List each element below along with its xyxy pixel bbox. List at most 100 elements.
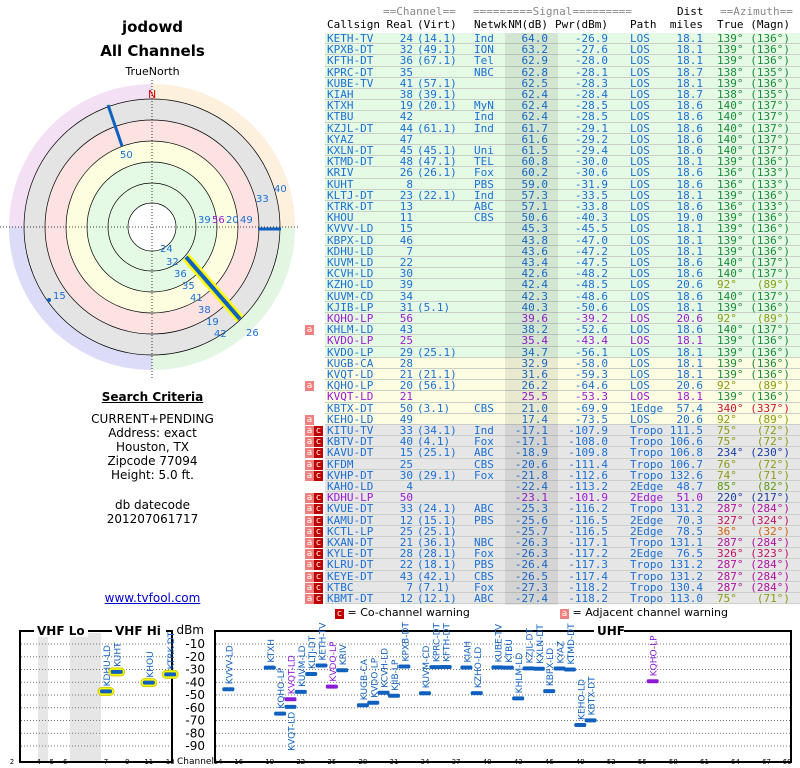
table-row[interactable]: KZJL-DT 44 (61.1) Ind 61.7 -29.1 LOS 18.6 140° (1… <box>325 121 800 135</box>
azimuth-true-cell: 74° <box>717 468 737 482</box>
path-cell: LOS <box>630 222 650 236</box>
table-row[interactable]: KQHO-LP 56 39.6 -39.2 LOS 20.6 92° (89°) <box>325 313 800 325</box>
network-cell: Fox <box>474 580 494 594</box>
table-row[interactable]: KVQT-LD 21 25.5 -53.3 LOS 18.1 139° (136°) <box>325 391 800 403</box>
search-criteria-title: Search Criteria <box>101 390 204 404</box>
azimuth-magnetic-cell: (136°) <box>750 155 790 169</box>
column-header: Path <box>630 18 657 31</box>
table-row[interactable]: KRIV 26 (26.1) Fox 60.2 -30.6 LOS 18.6 136° (133°… <box>325 167 800 179</box>
table-row[interactable]: KVHP-DT 30 (29.1) Fox -21.8 -112.6 Tropo 132.6 7… <box>325 468 800 482</box>
noise-margin-cell: -26.3 <box>514 536 548 549</box>
table-row[interactable]: KUVM-LD 22 43.4 -47.5 LOS 18.6 140° (137°) <box>325 257 800 269</box>
azimuth-magnetic-cell: (136°) <box>750 368 790 381</box>
co-channel-warning-badge: c <box>314 571 323 582</box>
table-row[interactable]: KUBE-TV 41 (57.1) 62.5 -28.3 LOS 18.1 139° (136°… <box>325 77 800 89</box>
x-tick-label: 37 <box>452 758 461 766</box>
y-tick-label: -50 <box>185 688 205 702</box>
table-row[interactable]: KZHO-LD 39 42.4 -48.5 LOS 20.6 92° (89°) <box>325 278 800 292</box>
table-row[interactable]: KJIB-LP 31 (5.1) 40.3 -50.6 LOS 18.1 139° (136°) <box>325 300 800 314</box>
table-row[interactable]: KIAH 38 (39.1) 62.4 -28.4 LOS 18.7 138° (135°) <box>325 88 800 101</box>
power-cell: -29.4 <box>574 144 608 157</box>
table-row[interactable]: KFTH-DT 36 (67.1) Tel 62.9 -28.0 LOS 18.1 139° (1… <box>325 55 800 67</box>
table-row[interactable]: KVUE-DT 33 (24.1) ABC -25.3 -116.2 Tropo 131.2 2… <box>325 502 800 516</box>
virtual-channel-cell: (47.1) <box>417 155 457 169</box>
path-cell: LOS <box>630 345 650 359</box>
table-row[interactable]: KTRK-DT 13 ABC 57.1 -33.8 LOS 18.6 136° (133°) <box>325 201 800 213</box>
table-row[interactable]: KVQT-LD 21 (21.1) 31.6 -59.3 LOS 18.1 139° (136°… <box>325 368 800 381</box>
x-tick-label: 49 <box>576 758 585 766</box>
table-row[interactable]: KBTV-DT 40 (4.1) Fox -17.1 -108.0 Tropo 106.6 75… <box>325 435 800 449</box>
table-row[interactable]: KFDM 25 CBS -20.6 -111.4 Tropo 106.7 76° (72°) <box>325 457 800 471</box>
distance-cell: 18.1 <box>676 300 704 314</box>
table-row[interactable]: KDHU-LD 7 43.6 -47.2 LOS 18.1 139° (136°) <box>325 245 800 257</box>
distance-cell: 106.7 <box>669 457 703 471</box>
network-cell: Ind <box>474 32 494 45</box>
table-row[interactable]: KUVM-CD 34 42.3 -48.6 LOS 18.6 140° (137°) <box>325 289 800 303</box>
power-cell: -30.0 <box>574 155 608 169</box>
table-row[interactable]: KYAZ 47 61.6 -29.2 LOS 18.6 140° (137°) <box>325 132 800 146</box>
table-row[interactable]: KXAN-DT 21 (36.1) NBC -26.3 -117.1 Tropo 131.1 2… <box>325 536 800 549</box>
azimuth-true-cell: 139° <box>717 233 744 247</box>
table-row[interactable]: KUGB-CA 28 32.9 -58.0 LOS 18.1 139° (136°) <box>325 357 800 369</box>
distance-cell: 106.6 <box>669 435 703 449</box>
signal-marker <box>553 666 566 671</box>
virtual-channel-cell: (24.1) <box>417 502 457 516</box>
table-row[interactable]: KITU-TV 33 (34.1) Ind -17.1 -107.9 Tropo 111.5 7… <box>325 425 800 437</box>
callsign-cell: KDHU-LP <box>327 491 374 505</box>
power-cell: -50.6 <box>574 300 608 314</box>
table-row[interactable]: KAMU-DT 12 (15.1) PBS -25.6 -116.5 2Edge 70.3 32… <box>325 514 800 526</box>
table-row[interactable]: KQHO-LP 20 (56.1) 26.2 -64.6 LOS 20.6 92° (89°) <box>325 380 800 392</box>
co-channel-warning-badge: c <box>314 560 323 571</box>
table-row[interactable]: KEHO-LD 49 17.4 -73.5 LOS 20.6 92° (89°) <box>325 413 800 425</box>
table-row[interactable]: KUHT 8 PBS 59.0 -31.9 LOS 18.6 136° (133°) <box>325 178 800 190</box>
noise-margin-cell: 42.3 <box>521 289 549 303</box>
network-cell: Fox <box>474 547 494 561</box>
table-row[interactable]: KPRC-DT 35 NBC 62.8 -28.1 LOS 18.7 138° (135°) <box>325 66 800 78</box>
table-row[interactable]: KTBU 42 Ind 62.4 -28.5 LOS 18.6 140° (137°) <box>325 111 800 123</box>
column-header: miles <box>669 18 703 31</box>
polar-label: 39 <box>198 215 211 226</box>
table-row[interactable]: KTMD-DT 48 (47.1) TEL 60.8 -30.0 LOS 18.1 139° (1… <box>325 155 800 169</box>
table-row[interactable]: KCTL-LP 25 (25.1) -25.7 -116.5 2Edge 78.5 36° (3… <box>325 525 800 537</box>
real-channel-cell: 43 <box>399 569 413 583</box>
table-row[interactable]: KDHU-LP 50 -23.1 -101.9 2Edge 51.0 220° (217°) <box>325 491 800 505</box>
tvfool-link[interactable]: www.tvfool.com <box>104 591 201 605</box>
table-row[interactable]: KETH-TV 24 (14.1) Ind 64.0 -26.9 LOS 18.1 139° (1… <box>325 32 800 45</box>
table-row[interactable]: KTXH 19 (20.1) MyN 62.4 -28.5 LOS 18.6 140° (137°… <box>325 100 800 112</box>
signal-marker <box>543 689 556 694</box>
table-row[interactable]: KVVV-LD 15 45.3 -45.5 LOS 18.1 139° (136°) <box>325 222 800 236</box>
table-row[interactable]: KPXB-DT 32 (49.1) ION 63.2 -27.6 LOS 18.1 139° (1… <box>325 44 800 56</box>
table-row[interactable]: KAVU-DT 15 (25.1) ABC -18.9 -109.8 Tropo 106.8 2… <box>325 447 800 459</box>
x-tick-label: 43 <box>514 758 523 766</box>
path-cell: LOS <box>630 188 650 202</box>
power-cell: -48.2 <box>574 267 608 281</box>
virtual-channel-cell: (61.1) <box>417 121 457 135</box>
table-row[interactable]: KVDO-LP 25 35.4 -43.4 LOS 18.1 139° (136°) <box>325 335 800 347</box>
noise-margin-cell: 61.6 <box>521 132 549 146</box>
table-row[interactable]: KHOU 11 CBS 50.6 -40.3 LOS 19.0 139° (136°) <box>325 212 800 224</box>
table-row[interactable]: KHLM-LD 43 38.2 -52.6 LOS 18.6 140° (137°) <box>325 324 800 336</box>
table-row[interactable]: KVDO-LP 29 (25.1) 34.7 -56.1 LOS 18.1 139° (136°… <box>325 345 800 359</box>
table-row[interactable]: KXLN-DT 45 (45.1) Uni 61.5 -29.4 LOS 18.6 140° (1… <box>325 144 800 157</box>
path-cell: LOS <box>630 88 650 101</box>
signal-marker <box>563 667 576 672</box>
table-row[interactable]: KEYE-DT 43 (42.1) CBS -26.5 -117.4 Tropo 131.2 2… <box>325 569 800 583</box>
column-header: (Virt) <box>417 18 457 31</box>
table-row[interactable]: KTBC 7 (7.1) Fox -27.3 -118.2 Tropo 130.4 287° (2… <box>325 580 800 594</box>
table-row[interactable]: KLTJ-DT 23 (22.1) Ind 57.3 -33.5 LOS 18.1 139° (1… <box>325 188 800 202</box>
table-row[interactable]: KBTX-DT 50 (3.1) CBS 21.0 -69.9 1Edge 57.4 340° (… <box>325 402 800 414</box>
x-tick-label: 67 <box>762 758 771 766</box>
real-channel-cell: 39 <box>399 278 413 292</box>
adjacent-warning-badge: a <box>305 515 314 526</box>
table-row[interactable]: KBPX-LD 46 43.8 -47.0 LOS 18.1 139° (136°) <box>325 233 800 247</box>
table-row[interactable]: KBMT-DT 12 (12.1) ABC -27.4 -118.2 Tropo 113.0 7… <box>325 593 800 605</box>
azimuth-true-cell: 287° <box>717 536 744 549</box>
criteria-line: Zipcode 77094 <box>107 454 198 468</box>
real-channel-cell: 4 <box>406 480 413 493</box>
noise-margin-cell: -20.6 <box>514 457 548 471</box>
table-row[interactable]: KCVH-LD 30 42.6 -48.2 LOS 18.6 140° (137°) <box>325 267 800 281</box>
station-label: KETH-TV <box>319 622 329 661</box>
table-row[interactable]: KAHO-LD 4 -22.4 -113.2 2Edge 48.7 85° (82°) <box>325 480 800 493</box>
table-row[interactable]: KYLE-DT 28 (28.1) Fox -26.3 -117.2 2Edge 76.5 32… <box>325 547 800 561</box>
table-row[interactable]: KLRU-DT 22 (18.1) PBS -26.4 -117.3 Tropo 131.2 2… <box>325 559 800 571</box>
